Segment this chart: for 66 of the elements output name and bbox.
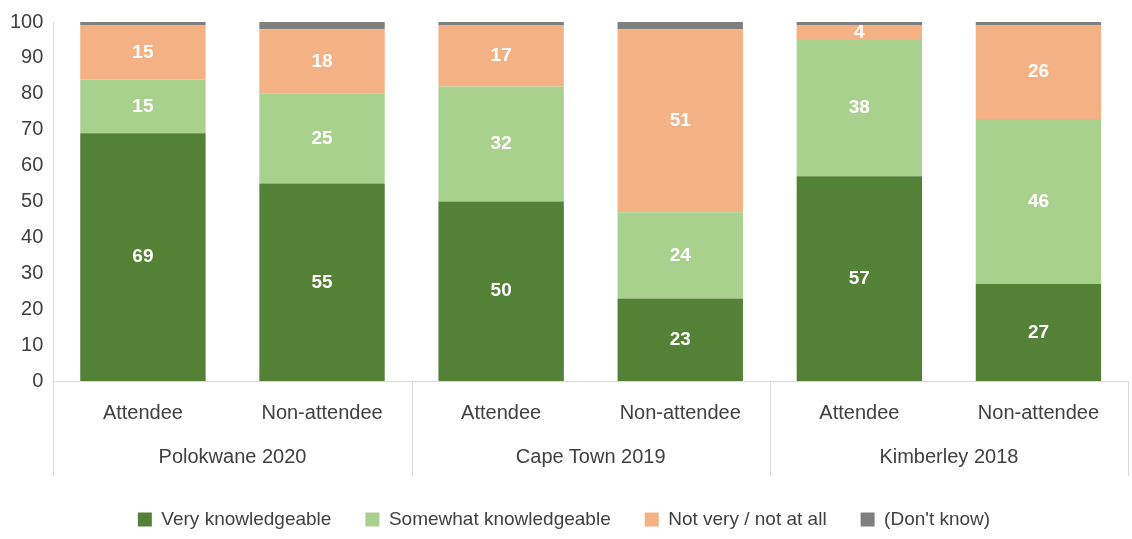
data-label: 50 xyxy=(490,279,512,301)
bar xyxy=(80,25,206,80)
x-tick-label: Non-attendee xyxy=(977,400,1100,423)
data-label: 17 xyxy=(490,44,512,66)
legend-label: Very knowledgeable xyxy=(161,507,332,529)
data-label: 55 xyxy=(311,270,334,292)
data-label: 32 xyxy=(490,132,512,154)
bar xyxy=(617,212,743,299)
y-tick-label: 40 xyxy=(21,224,44,247)
x-tick-label: Attendee xyxy=(102,400,183,423)
bar xyxy=(80,22,206,26)
y-tick-label: 100 xyxy=(9,9,44,32)
data-label: 24 xyxy=(669,243,692,265)
y-tick-label: 0 xyxy=(32,368,44,391)
y-tick-label: 80 xyxy=(21,81,44,104)
legend-label: (Don't know) xyxy=(884,507,991,529)
data-label: 26 xyxy=(1027,60,1050,82)
bar xyxy=(259,183,385,381)
bar xyxy=(975,22,1102,26)
bar xyxy=(796,25,923,40)
data-label: 23 xyxy=(669,327,691,349)
data-label: 69 xyxy=(132,245,154,267)
text: Polokwane 2020 xyxy=(158,444,307,467)
data-label: 25 xyxy=(311,126,334,148)
y-tick-label: 90 xyxy=(21,45,44,68)
bar xyxy=(617,22,743,30)
bar xyxy=(796,39,923,177)
bar xyxy=(438,86,564,202)
data-label: 18 xyxy=(311,49,333,71)
data-label: 46 xyxy=(1027,189,1050,211)
data-label: 4 xyxy=(854,21,866,42)
bar xyxy=(438,25,564,87)
y-tick-label: 30 xyxy=(21,260,44,283)
x-tick-label: Non-attendee xyxy=(261,400,383,423)
bar xyxy=(796,176,923,381)
text: Cape Town 2019 xyxy=(515,444,666,467)
bar xyxy=(438,22,564,26)
bar xyxy=(617,29,743,213)
bar xyxy=(975,284,1102,381)
data-label: 51 xyxy=(669,108,692,130)
bar xyxy=(80,133,206,381)
y-tick-label: 10 xyxy=(21,332,44,355)
x-tick-label: Attendee xyxy=(819,400,900,423)
x-tick-label: Non-attendee xyxy=(619,400,741,423)
data-label: 38 xyxy=(848,96,870,118)
bar xyxy=(438,201,564,381)
data-label: 15 xyxy=(132,94,154,116)
data-label: 15 xyxy=(132,40,154,62)
bar xyxy=(80,79,206,134)
text: Kimberley 2018 xyxy=(879,444,1019,467)
bar xyxy=(259,22,385,30)
y-tick-label: 20 xyxy=(21,296,44,319)
bar xyxy=(975,118,1102,285)
y-tick-label: 60 xyxy=(21,153,44,176)
y-tick-label: 70 xyxy=(21,117,44,140)
data-label: 57 xyxy=(848,266,870,288)
legend-label: Somewhat knowledgeable xyxy=(388,507,611,529)
bar xyxy=(259,93,385,184)
bar xyxy=(259,29,385,94)
x-tick-label: Attendee xyxy=(461,400,542,423)
data-label: 27 xyxy=(1027,320,1050,342)
legend-label: Not very / not at all xyxy=(668,507,827,529)
bar xyxy=(617,298,743,381)
y-tick-label: 50 xyxy=(21,189,44,212)
bar xyxy=(796,22,923,26)
bar xyxy=(975,25,1102,119)
